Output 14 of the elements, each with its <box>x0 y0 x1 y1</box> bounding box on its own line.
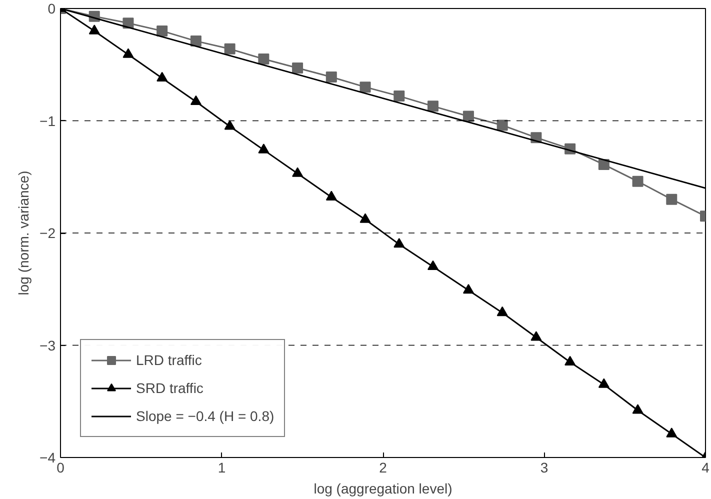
x-tick-label: 4 <box>702 460 710 476</box>
y-tick-label: −3 <box>40 337 56 354</box>
y-tick-label: 0 <box>48 0 56 16</box>
y-tick-label: −1 <box>40 112 56 129</box>
x-tick-label: 3 <box>540 460 548 476</box>
x-axis-title: log (aggregation level) <box>314 480 452 496</box>
y-axis-title: log (norm. variance) <box>16 170 32 296</box>
y-tick-label: −4 <box>40 450 56 466</box>
y-tick-label: −2 <box>40 225 56 241</box>
x-tick-label: 1 <box>218 460 226 476</box>
legend-label: LRD traffic <box>136 352 202 368</box>
legend-label: SRD traffic <box>136 380 204 396</box>
x-tick-label: 2 <box>379 460 388 476</box>
legend-label: Slope = −0.4 (H = 0.8) <box>136 408 274 424</box>
